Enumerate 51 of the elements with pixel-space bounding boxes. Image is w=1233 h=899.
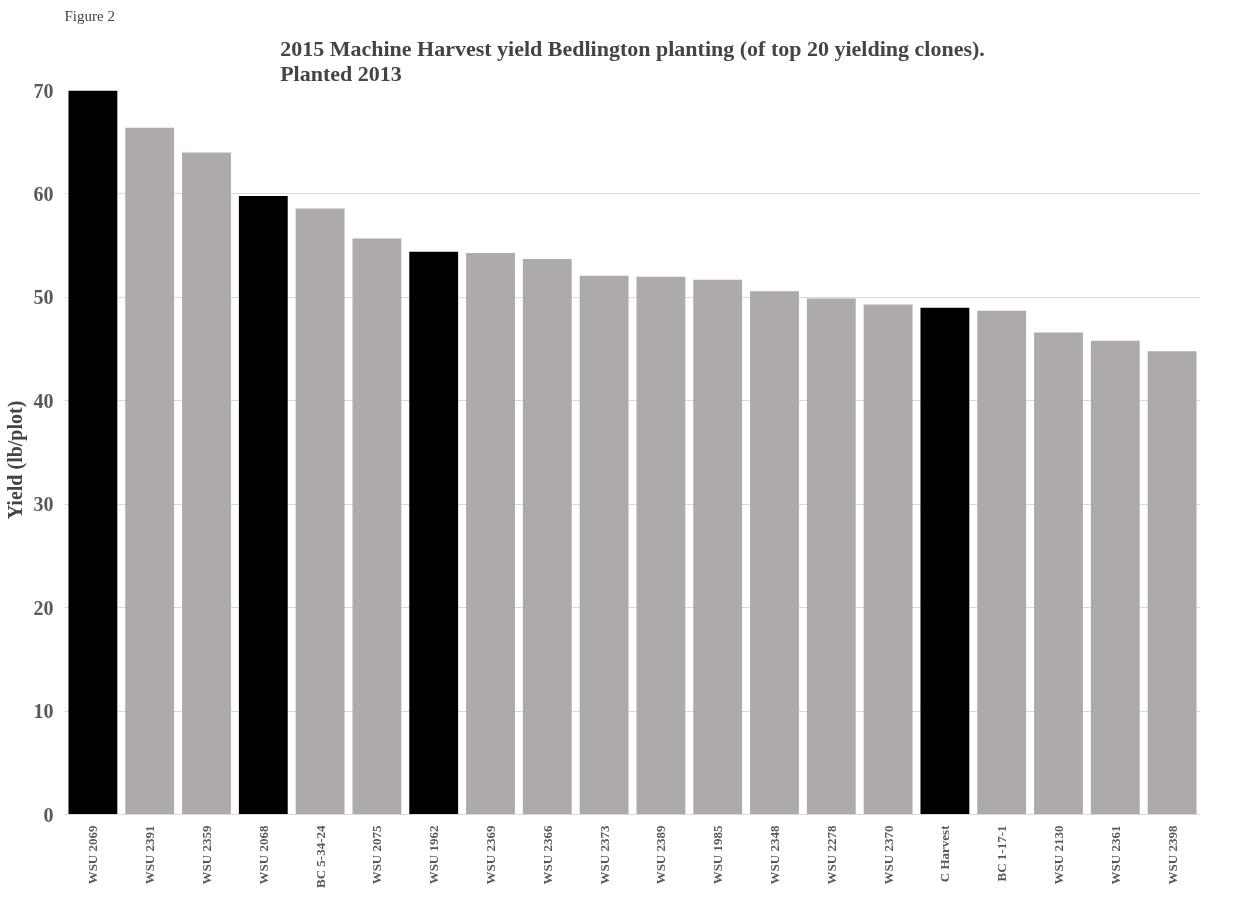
x-tick-label: WSU 1962 (426, 825, 442, 885)
bar (806, 298, 856, 815)
x-tick-label: WSU 2130 (1051, 825, 1066, 885)
bar (522, 259, 572, 815)
caption: Figure 2 (64, 7, 115, 24)
bar (863, 304, 913, 815)
chart-title: 2015 Machine Harvest yield Bedlington planting (of top 20 yielding clones). Planted 2013 (280, 35, 985, 86)
bar (920, 307, 970, 815)
x-tick-label: BC 1-17-1 (994, 825, 1010, 882)
bar (409, 251, 459, 815)
x-tick-label: C Harvest (937, 824, 953, 883)
bar (750, 291, 799, 815)
bar (977, 310, 1027, 815)
x-tick-label: WSU 2069 (85, 825, 101, 885)
bar (466, 252, 515, 815)
x-tick-label: WSU 2389 (653, 825, 669, 885)
bar (579, 275, 629, 815)
x-tick-label: WSU 2373 (596, 825, 612, 885)
y-axis-title: Yield (lb/plot) (3, 400, 27, 520)
bar (1147, 351, 1197, 815)
bar (295, 208, 345, 815)
x-tick-label: WSU 2391 (142, 825, 158, 885)
y-tick-label: 50 (33, 286, 54, 309)
x-tick-label: WSU 2361 (1107, 825, 1123, 885)
bar (238, 196, 288, 815)
x-tick-label: WSU 2348 (767, 825, 782, 885)
bar (125, 127, 175, 815)
y-tick-label: 0 (43, 803, 54, 826)
x-tick-label: WSU 2398 (1164, 825, 1180, 885)
y-tick-label: 30 (33, 493, 54, 516)
y-tick-label: 40 (33, 389, 54, 412)
x-tick-label: WSU 2366 (539, 825, 555, 885)
bar (68, 90, 118, 815)
x-tick-label: WSU 2075 (369, 825, 385, 885)
bar (182, 152, 231, 815)
y-tick-label: 10 (33, 700, 54, 723)
y-tick-label: 20 (33, 596, 54, 619)
x-tick-label: BC 5-34-24 (312, 825, 328, 888)
bar (1034, 332, 1083, 815)
y-tick-label: 60 (33, 182, 54, 205)
bar (636, 276, 686, 815)
bar (693, 279, 743, 815)
x-tick-label: WSU 2068 (255, 825, 271, 885)
bar (352, 238, 402, 815)
bar (1090, 340, 1140, 815)
x-tick-label: WSU 2359 (199, 825, 214, 885)
x-tick-label: WSU 2369 (483, 825, 498, 885)
x-tick-label: WSU 2370 (880, 825, 896, 885)
y-tick-label: 70 (33, 79, 54, 102)
x-tick-label: WSU 1985 (710, 825, 726, 885)
x-tick-label: WSU 2278 (823, 825, 839, 885)
